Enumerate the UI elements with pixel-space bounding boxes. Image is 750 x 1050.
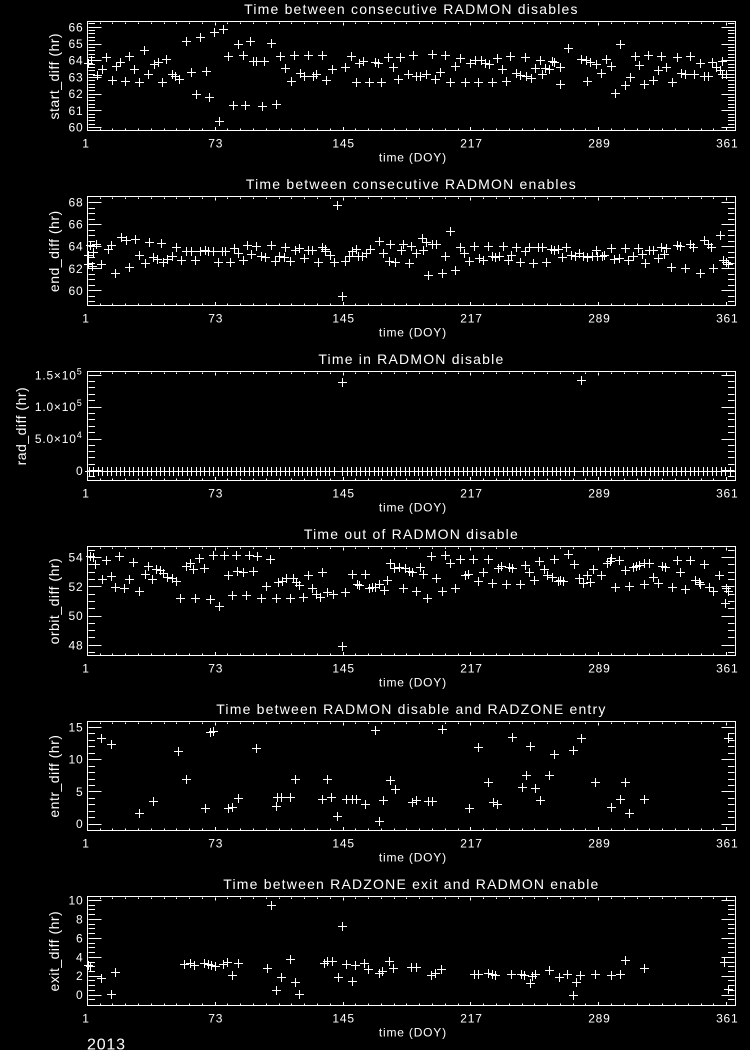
svg-text:time (DOY): time (DOY) xyxy=(379,1026,447,1040)
svg-text:4: 4 xyxy=(76,950,83,964)
svg-text:5.0×104: 5.0×104 xyxy=(35,430,83,446)
svg-text:Time between RADMON disable an: Time between RADMON disable and RADZONE … xyxy=(216,701,606,717)
svg-text:73: 73 xyxy=(208,487,223,501)
svg-text:361: 361 xyxy=(716,312,738,326)
svg-text:1: 1 xyxy=(82,1012,89,1026)
svg-text:64: 64 xyxy=(69,54,84,68)
svg-text:Time between RADZONE exit and: Time between RADZONE exit and RADMON ena… xyxy=(223,876,599,892)
svg-text:73: 73 xyxy=(208,837,223,851)
svg-text:time (DOY): time (DOY) xyxy=(379,151,447,165)
svg-text:0: 0 xyxy=(76,817,83,831)
svg-text:Time out of RADMON disable: Time out of RADMON disable xyxy=(304,526,519,542)
svg-text:1: 1 xyxy=(82,312,89,326)
svg-text:63: 63 xyxy=(69,70,84,84)
svg-text:end_diff (hr): end_diff (hr) xyxy=(46,210,62,292)
svg-text:145: 145 xyxy=(332,312,354,326)
svg-text:62: 62 xyxy=(69,262,84,276)
svg-text:217: 217 xyxy=(460,837,482,851)
svg-text:15: 15 xyxy=(69,721,84,735)
svg-text:217: 217 xyxy=(460,1012,482,1026)
svg-text:289: 289 xyxy=(588,137,610,151)
svg-text:start_diff (hr): start_diff (hr) xyxy=(46,33,62,120)
svg-text:289: 289 xyxy=(588,662,610,676)
svg-text:54: 54 xyxy=(69,551,84,565)
svg-text:exit_diff (hr): exit_diff (hr) xyxy=(46,911,62,992)
svg-text:66: 66 xyxy=(69,20,84,34)
svg-text:8: 8 xyxy=(76,912,83,926)
svg-text:1: 1 xyxy=(82,137,89,151)
svg-text:73: 73 xyxy=(208,312,223,326)
svg-text:289: 289 xyxy=(588,1012,610,1026)
svg-text:145: 145 xyxy=(332,487,354,501)
svg-text:1.5×105: 1.5×105 xyxy=(35,366,83,382)
svg-text:361: 361 xyxy=(716,487,738,501)
svg-text:orbit_diff (hr): orbit_diff (hr) xyxy=(46,558,62,645)
svg-text:52: 52 xyxy=(69,580,84,594)
svg-text:48: 48 xyxy=(69,638,84,652)
svg-text:1: 1 xyxy=(82,487,89,501)
svg-text:rad_diff (hr): rad_diff (hr) xyxy=(13,387,29,466)
svg-text:361: 361 xyxy=(716,662,738,676)
svg-text:0: 0 xyxy=(76,464,83,478)
svg-text:1.0×105: 1.0×105 xyxy=(35,398,83,414)
svg-text:66: 66 xyxy=(69,218,84,232)
svg-text:0: 0 xyxy=(76,988,83,1002)
svg-text:64: 64 xyxy=(69,240,84,254)
svg-text:361: 361 xyxy=(716,837,738,851)
svg-text:1: 1 xyxy=(82,837,89,851)
svg-text:time (DOY): time (DOY) xyxy=(379,851,447,865)
svg-text:73: 73 xyxy=(208,1012,223,1026)
svg-text:73: 73 xyxy=(208,662,223,676)
svg-text:145: 145 xyxy=(332,662,354,676)
svg-text:62: 62 xyxy=(69,87,84,101)
svg-text:Time in RADMON disable: Time in RADMON disable xyxy=(318,351,504,367)
svg-text:time (DOY): time (DOY) xyxy=(379,501,447,515)
svg-text:361: 361 xyxy=(716,1012,738,1026)
svg-text:289: 289 xyxy=(588,312,610,326)
svg-text:50: 50 xyxy=(69,609,84,623)
svg-text:217: 217 xyxy=(460,312,482,326)
svg-text:61: 61 xyxy=(69,104,84,118)
svg-text:145: 145 xyxy=(332,837,354,851)
svg-text:73: 73 xyxy=(208,137,223,151)
svg-text:Time between consecutive RADMO: Time between consecutive RADMON enables xyxy=(246,176,577,192)
svg-text:217: 217 xyxy=(460,662,482,676)
svg-text:361: 361 xyxy=(716,137,738,151)
svg-text:217: 217 xyxy=(460,487,482,501)
svg-text:1: 1 xyxy=(82,662,89,676)
svg-text:6: 6 xyxy=(76,931,83,945)
svg-text:time (DOY): time (DOY) xyxy=(379,676,447,690)
svg-text:289: 289 xyxy=(588,837,610,851)
svg-text:entr_diff (hr): entr_diff (hr) xyxy=(46,735,62,818)
svg-text:10: 10 xyxy=(69,753,84,767)
svg-text:5: 5 xyxy=(76,785,83,799)
svg-text:60: 60 xyxy=(69,284,84,298)
svg-text:68: 68 xyxy=(69,196,84,210)
svg-text:2013: 2013 xyxy=(87,1037,126,1050)
svg-text:65: 65 xyxy=(69,37,84,51)
svg-text:145: 145 xyxy=(332,1012,354,1026)
svg-text:60: 60 xyxy=(69,121,84,135)
svg-text:10: 10 xyxy=(69,893,84,907)
svg-text:217: 217 xyxy=(460,137,482,151)
svg-text:145: 145 xyxy=(332,137,354,151)
svg-text:time (DOY): time (DOY) xyxy=(379,326,447,340)
svg-text:2: 2 xyxy=(76,969,83,983)
svg-text:289: 289 xyxy=(588,487,610,501)
svg-text:Time between consecutive RADMO: Time between consecutive RADMON disables xyxy=(244,1,579,17)
